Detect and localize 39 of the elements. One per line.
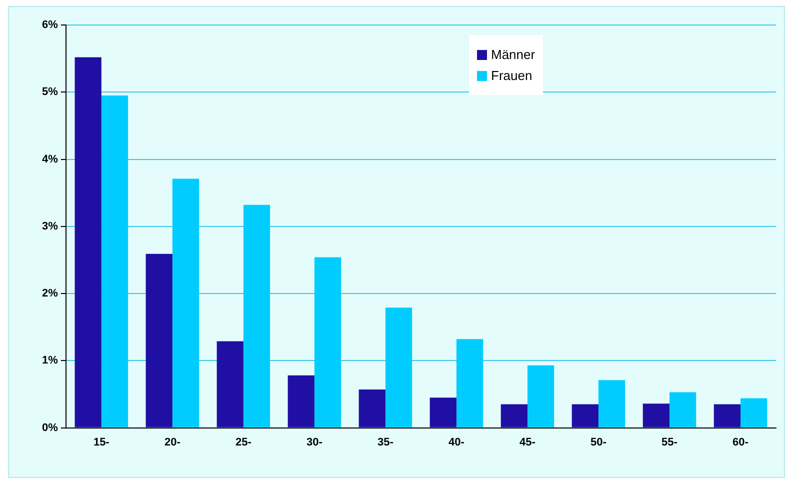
bar (572, 404, 598, 428)
y-tick-label: 3% (42, 220, 58, 232)
bar (500, 404, 528, 428)
x-tick-label: 35- (377, 436, 394, 448)
bar (714, 404, 740, 428)
bar (642, 404, 670, 428)
bar (527, 365, 554, 428)
y-tick-label: 0% (42, 422, 58, 434)
x-tick-label: 50- (590, 436, 607, 448)
bar (288, 375, 314, 428)
legend-label: Frauen (490, 68, 534, 83)
x-tick-label: 45- (520, 436, 536, 448)
bar (172, 178, 200, 428)
x-tick-label: 40- (448, 436, 465, 448)
bar (74, 57, 102, 428)
bar (243, 204, 270, 428)
bar (669, 392, 696, 428)
y-tick-label: 2% (42, 288, 58, 300)
bar (314, 257, 342, 428)
y-tick-label: 5% (42, 86, 58, 98)
x-tick-label: 25- (235, 436, 252, 448)
y-tick-label: 4% (42, 153, 58, 166)
bar (456, 339, 484, 428)
bar (598, 380, 626, 428)
x-tick-label: 55- (662, 436, 678, 448)
bar (358, 390, 386, 428)
x-tick-label: 20- (164, 436, 181, 448)
x-tick-label: 15- (93, 436, 110, 448)
x-tick-label: 60- (732, 436, 749, 448)
bar (216, 341, 244, 428)
y-tick-label: 6% (42, 19, 58, 32)
y-tick-label: 1% (42, 354, 58, 367)
bar (146, 254, 172, 428)
bar (430, 398, 456, 428)
x-tick-label: 30- (306, 436, 323, 448)
bar (740, 398, 768, 428)
bar (385, 308, 412, 428)
bar (101, 95, 128, 428)
legend-label: Männer (490, 47, 536, 62)
